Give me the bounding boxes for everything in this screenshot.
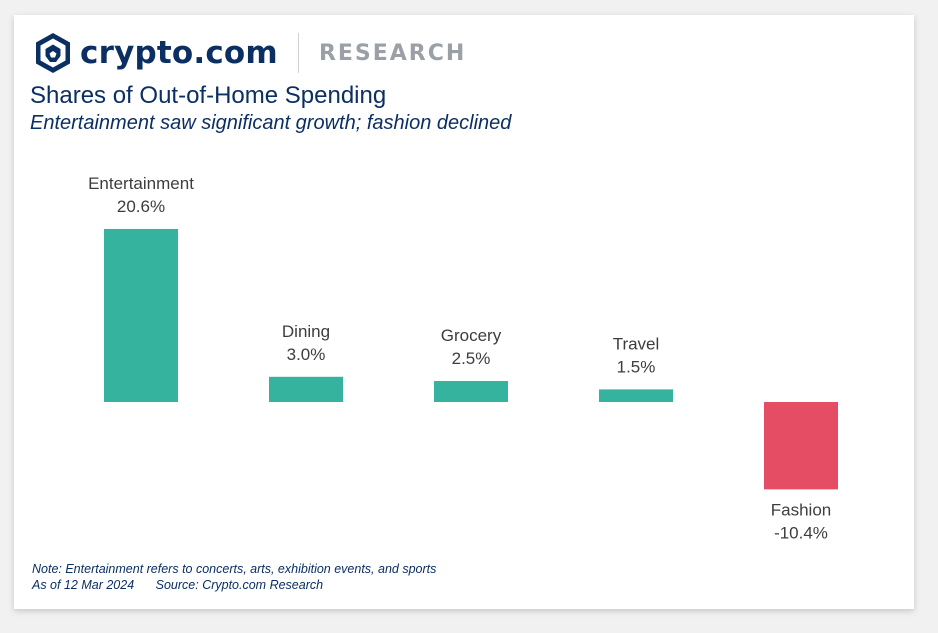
bar-travel — [599, 389, 673, 402]
chart-subtitle: Entertainment saw significant growth; fa… — [30, 112, 512, 134]
category-label-dining: Dining — [282, 322, 330, 341]
value-label-travel: 1.5% — [617, 357, 656, 376]
value-label-entertainment: 20.6% — [117, 197, 165, 216]
bar-entertainment — [104, 228, 178, 402]
bar-chart: Entertainment 20.6% Dining 3.0% Grocery 2.5% T… — [88, 174, 838, 542]
value-label-fashion: -10.4% — [774, 523, 828, 542]
source-credit: Source: Crypto.com Research — [155, 578, 324, 592]
bar-dining — [269, 376, 343, 402]
category-label-grocery: Grocery — [441, 326, 502, 345]
source-line: As of 12 Mar 2024 Source: Crypto.com Res… — [32, 578, 341, 592]
brand-header: crypto.com RESEARCH — [34, 32, 466, 74]
footnote: Note: Entertainment refers to concerts, … — [32, 562, 437, 576]
value-label-grocery: 2.5% — [452, 349, 491, 368]
category-label-entertainment: Entertainment — [88, 174, 194, 193]
header-divider — [297, 33, 299, 73]
bar-fashion — [764, 402, 838, 490]
value-label-dining: 3.0% — [287, 345, 326, 364]
chart-card: crypto.com RESEARCH Shares of Out-of-Hom… — [14, 15, 914, 609]
lion-shield-icon — [36, 33, 70, 73]
category-label-fashion: Fashion — [771, 500, 831, 519]
as-of-date: As of 12 Mar 2024 — [32, 578, 135, 592]
chart-title: Shares of Out-of-Home Spending — [30, 82, 387, 109]
category-label-travel: Travel — [613, 334, 660, 353]
bar-grocery — [434, 381, 508, 402]
brand-wordmark: crypto.com — [80, 35, 278, 71]
section-label: RESEARCH — [318, 40, 467, 66]
